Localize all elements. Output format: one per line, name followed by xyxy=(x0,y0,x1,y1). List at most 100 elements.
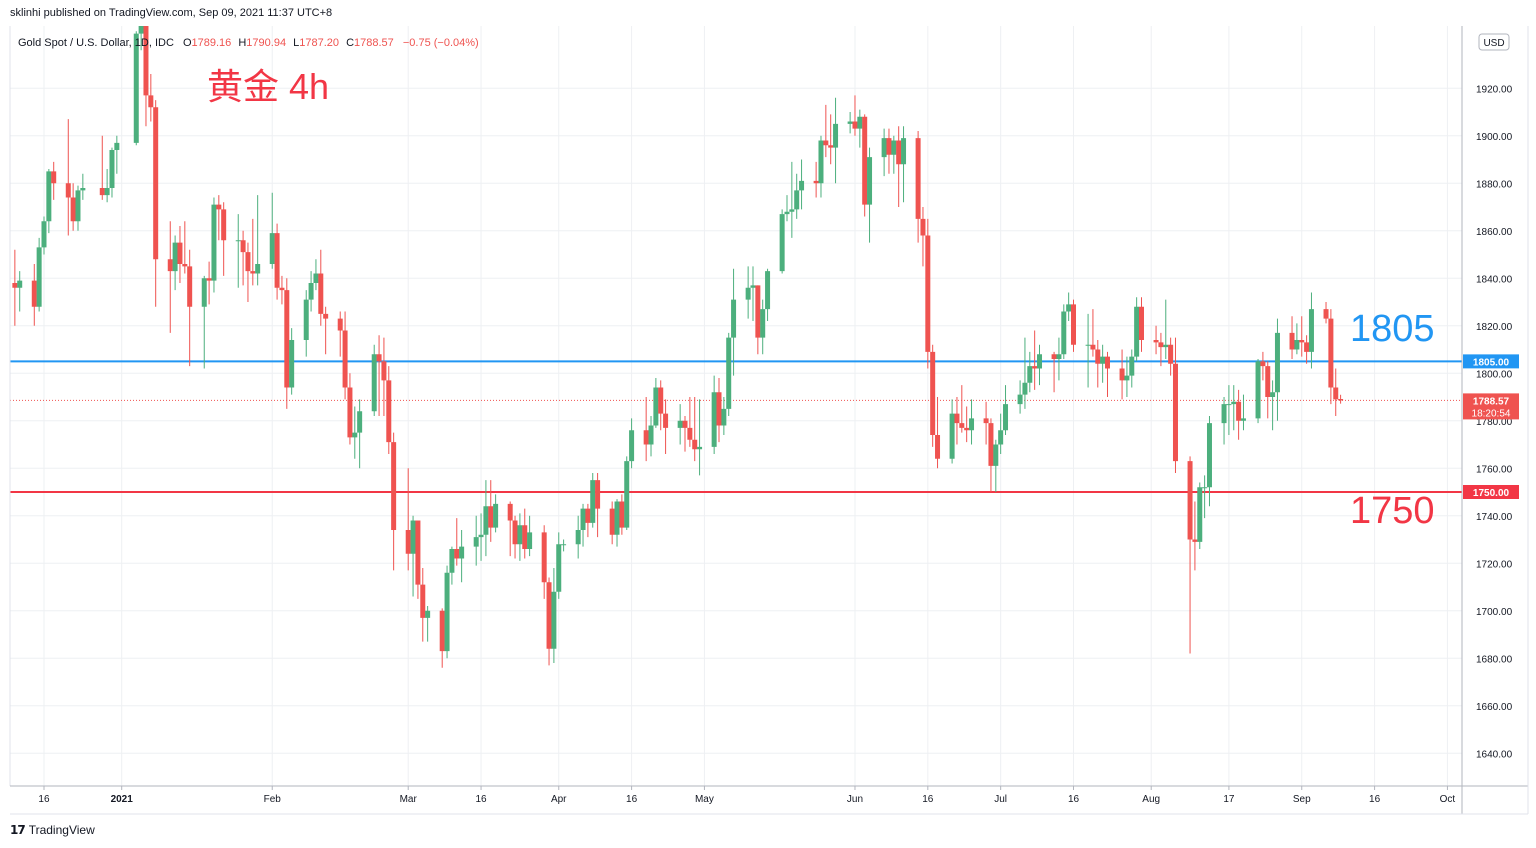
candle-body xyxy=(726,337,732,409)
candle-body xyxy=(1163,344,1169,348)
candle xyxy=(439,608,445,668)
candle-body xyxy=(522,525,528,549)
time-tick-label: 2021 xyxy=(111,794,134,805)
candle-body xyxy=(585,508,591,523)
candle xyxy=(643,397,649,462)
candle-body xyxy=(1226,404,1232,406)
candle xyxy=(580,503,586,547)
candle-body xyxy=(561,544,567,546)
currency-label[interactable]: USD xyxy=(1483,38,1504,49)
candle-body xyxy=(51,171,57,184)
candle-body xyxy=(1100,356,1106,364)
candle-body xyxy=(459,546,465,559)
candle-body xyxy=(143,17,149,96)
candle-body xyxy=(823,140,829,146)
candle-body xyxy=(274,233,280,288)
candle-body xyxy=(357,411,363,433)
candle-body xyxy=(1027,366,1033,383)
candle xyxy=(891,135,897,174)
candle-body xyxy=(303,299,309,340)
price-tick-label: 1700.00 xyxy=(1476,607,1513,618)
price-tag-last-box xyxy=(1463,393,1519,420)
candle-body xyxy=(551,591,557,649)
candle-body xyxy=(177,242,183,264)
price-tick-label: 1660.00 xyxy=(1476,702,1513,713)
price-tick-label: 1800.00 xyxy=(1476,369,1513,380)
candle xyxy=(1051,351,1057,393)
candle xyxy=(745,266,751,319)
candle xyxy=(935,397,941,469)
legend-close-value: 1788.57 xyxy=(354,37,394,49)
candle-body xyxy=(347,387,353,438)
candle-body xyxy=(1003,404,1009,431)
candle-body xyxy=(187,266,193,307)
candle xyxy=(692,397,698,462)
candle xyxy=(177,226,183,283)
annotation-title[interactable]: 黄金 4h xyxy=(207,66,329,107)
candle xyxy=(1304,335,1310,364)
candle-body xyxy=(789,209,795,212)
candle-body xyxy=(687,427,693,440)
candle xyxy=(609,501,615,545)
candle-body xyxy=(201,278,207,307)
candle xyxy=(221,202,227,276)
candle-body xyxy=(663,413,669,428)
candle xyxy=(17,271,23,312)
candle-body xyxy=(799,180,805,191)
candle xyxy=(308,271,314,312)
candle xyxy=(784,195,790,222)
candle xyxy=(1206,416,1212,507)
candle xyxy=(1095,340,1101,388)
legend-high-value: 1790.94 xyxy=(246,37,286,49)
candle xyxy=(813,161,819,198)
candle-body xyxy=(1090,344,1096,350)
candle xyxy=(507,501,513,557)
candle xyxy=(833,97,839,184)
candle-body xyxy=(420,584,426,618)
candle-body xyxy=(1197,487,1203,542)
tradingview-logo-icon: 17 xyxy=(10,823,26,837)
candle xyxy=(1226,385,1232,435)
candle xyxy=(614,499,620,547)
annotation-level-1805[interactable]: 1805 xyxy=(1350,308,1435,350)
price-tag-last-label: 1788.57 xyxy=(1473,396,1510,407)
tradingview-logo[interactable]: 17 TradingView xyxy=(10,823,95,837)
currency-button[interactable] xyxy=(1478,33,1510,51)
price-tick-label: 1900.00 xyxy=(1476,132,1513,143)
price-tick-label: 1720.00 xyxy=(1476,559,1513,570)
candle-body xyxy=(648,425,654,445)
candle-body xyxy=(935,435,941,459)
candle-body xyxy=(1231,401,1237,405)
price-tick-label: 1680.00 xyxy=(1476,654,1513,665)
candle-body xyxy=(245,252,251,272)
candle-body xyxy=(133,33,139,143)
candle xyxy=(1240,394,1246,431)
candle xyxy=(687,397,693,447)
candle xyxy=(235,214,241,288)
candle xyxy=(818,135,824,198)
candlestick-chart[interactable]: 1640.00 1660.00 1680.00 1700.00 1720.00 1740.… xyxy=(0,0,1536,816)
candle-body xyxy=(847,121,853,124)
candle-body xyxy=(556,544,562,592)
candle xyxy=(420,568,426,642)
candle-body xyxy=(318,273,324,314)
candle xyxy=(624,456,630,530)
candle xyxy=(323,306,329,355)
annotation-level-1750[interactable]: 1750 xyxy=(1350,490,1435,532)
chart-frame[interactable]: 1640.00 1660.00 1680.00 1700.00 1720.00 1740.… xyxy=(0,0,1536,816)
time-tick-label: Aug xyxy=(1142,794,1160,805)
candle-body xyxy=(750,285,756,288)
candle xyxy=(104,169,110,203)
candle-body xyxy=(12,283,18,288)
candle-body xyxy=(969,418,975,431)
candle-body xyxy=(31,280,37,307)
candle xyxy=(342,311,348,400)
candle xyxy=(949,399,955,464)
candle-body xyxy=(852,121,858,129)
candle xyxy=(648,416,654,457)
candle xyxy=(1032,330,1038,390)
candle xyxy=(240,230,246,286)
candle xyxy=(1134,297,1140,362)
candle xyxy=(31,264,37,326)
candle xyxy=(1158,332,1164,367)
